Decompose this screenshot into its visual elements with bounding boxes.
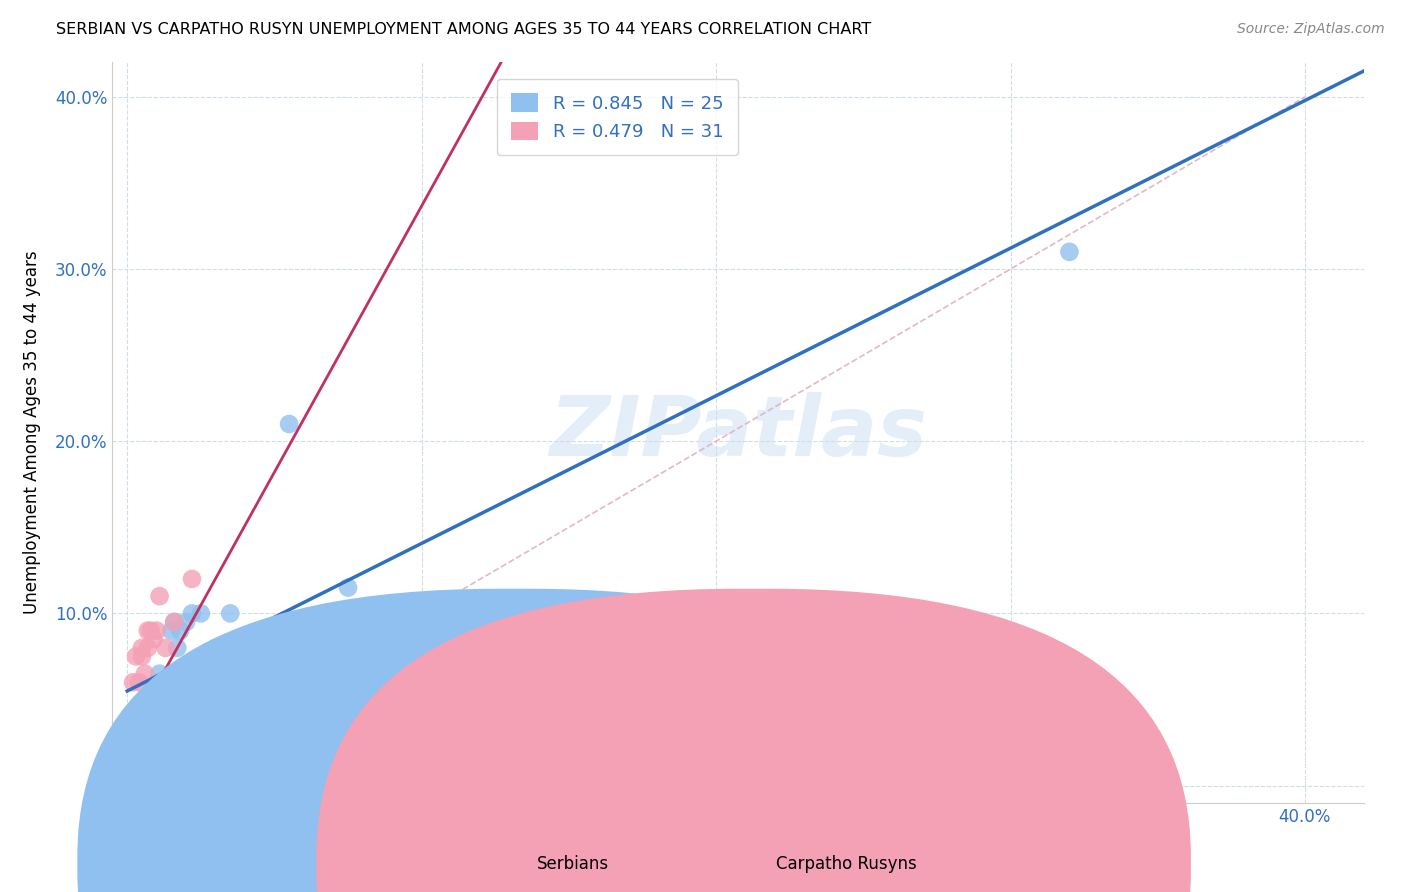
Point [160, 624, 183, 638]
Point [174, 615, 197, 629]
Point [139, 684, 162, 698]
Point [131, 735, 153, 749]
Point [160, 779, 183, 793]
Point [169, 624, 191, 638]
Point [155, 640, 177, 655]
Point [136, 718, 159, 732]
Legend: R = 0.845   N = 25, R = 0.479   N = 31: R = 0.845 N = 25, R = 0.479 N = 31 [496, 78, 738, 155]
Point [134, 753, 156, 767]
Point [120, 744, 142, 758]
Point [122, 718, 145, 732]
Text: Source: ZipAtlas.com: Source: ZipAtlas.com [1237, 22, 1385, 37]
Point [139, 692, 162, 706]
Point [163, 615, 186, 629]
Point [174, 675, 197, 690]
Point [125, 718, 148, 732]
Point [1059, 244, 1081, 259]
Point [115, 779, 138, 793]
Point [337, 581, 360, 595]
Point [142, 692, 165, 706]
Point [125, 649, 148, 664]
Point [134, 709, 156, 723]
Point [204, 640, 226, 655]
Point [233, 692, 256, 706]
Point [166, 640, 188, 655]
Point [122, 779, 145, 793]
Text: Carpatho Rusyns: Carpatho Rusyns [776, 855, 917, 873]
Point [134, 666, 156, 681]
Text: SERBIAN VS CARPATHO RUSYN UNEMPLOYMENT AMONG AGES 35 TO 44 YEARS CORRELATION CHA: SERBIAN VS CARPATHO RUSYN UNEMPLOYMENT A… [56, 22, 872, 37]
Point [128, 779, 150, 793]
Point [128, 727, 150, 741]
Point [131, 649, 153, 664]
Point [149, 589, 172, 603]
Point [131, 640, 153, 655]
Point [125, 770, 148, 784]
Point [142, 632, 165, 647]
Point [120, 779, 142, 793]
Point [122, 675, 145, 690]
Text: Serbians: Serbians [537, 855, 609, 873]
Point [181, 572, 204, 586]
Point [219, 607, 242, 621]
Point [136, 624, 159, 638]
Point [139, 624, 162, 638]
Point [128, 675, 150, 690]
Point [278, 417, 301, 431]
Point [145, 675, 167, 690]
Point [136, 640, 159, 655]
Point [131, 770, 153, 784]
Point [115, 761, 138, 775]
Point [145, 624, 167, 638]
Point [181, 607, 204, 621]
Y-axis label: Unemployment Among Ages 35 to 44 years: Unemployment Among Ages 35 to 44 years [24, 251, 41, 615]
Point [190, 607, 212, 621]
Point [122, 727, 145, 741]
Point [169, 675, 191, 690]
Point [155, 701, 177, 715]
Point [125, 709, 148, 723]
Point [163, 615, 186, 629]
Point [149, 666, 172, 681]
Text: ZIPatlas: ZIPatlas [550, 392, 927, 473]
Point [152, 779, 174, 793]
Point [152, 684, 174, 698]
